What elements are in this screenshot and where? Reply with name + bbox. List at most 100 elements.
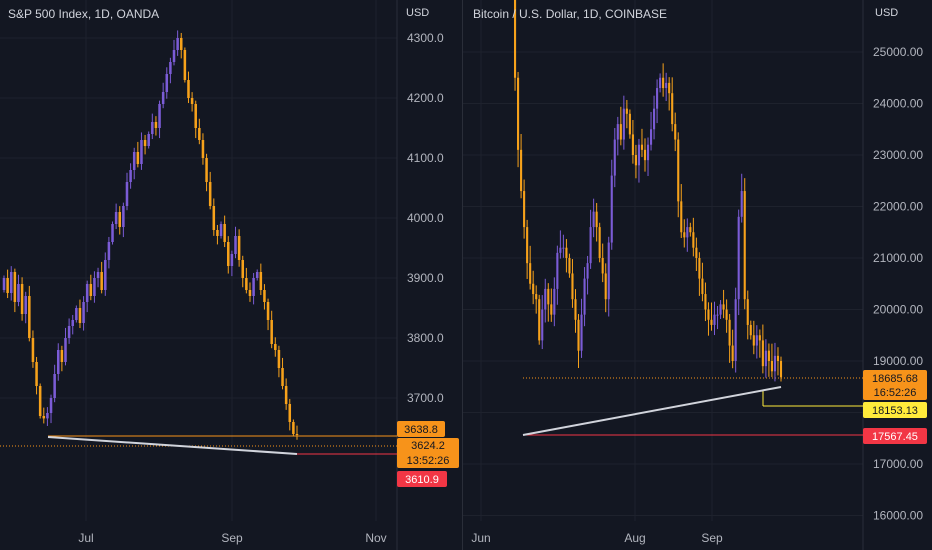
candle-body xyxy=(535,294,538,300)
candle-body xyxy=(637,144,641,166)
candle-body xyxy=(230,254,234,266)
candle-body xyxy=(60,350,64,362)
y-tick-label: 4000.0 xyxy=(407,211,444,225)
candle-body xyxy=(96,272,100,278)
candle-body xyxy=(577,319,580,351)
sp500-chart-svg[interactable]: 4300.0 4200.0 4100.0 4000.0 3900.0 3800.0 3700… xyxy=(0,0,463,550)
candle-body xyxy=(165,74,169,92)
candle-body xyxy=(574,299,577,320)
candle-body xyxy=(114,212,118,224)
candle-body xyxy=(674,124,677,140)
candle-body xyxy=(692,232,695,248)
candle-body xyxy=(6,278,9,293)
candle-body xyxy=(622,108,625,140)
candle-body xyxy=(656,88,659,109)
candle-body xyxy=(143,140,147,146)
candle-body xyxy=(245,278,248,290)
candle-body xyxy=(677,139,680,202)
candle-body xyxy=(526,227,529,264)
candle-body xyxy=(710,319,713,325)
candle-body xyxy=(2,278,6,290)
candle-body xyxy=(728,319,731,346)
candle-body xyxy=(767,350,770,361)
candle-body xyxy=(625,108,628,114)
candle-body xyxy=(198,128,201,140)
price-label-low-bg xyxy=(863,428,927,444)
y-tick-label: 4100.0 xyxy=(407,151,444,165)
candle-body xyxy=(725,309,728,320)
candle-body xyxy=(734,299,737,361)
candle-body xyxy=(172,50,176,62)
candle-body xyxy=(665,82,668,89)
candle-body xyxy=(9,272,13,293)
candle-body xyxy=(187,80,190,98)
candle-body xyxy=(595,211,598,228)
y-tick-label: 4300.0 xyxy=(407,31,444,45)
candle-body xyxy=(689,227,692,233)
candle-body xyxy=(176,38,179,50)
candle-body xyxy=(208,182,212,206)
candle-body xyxy=(169,62,172,74)
price-label-low: 17567.45 xyxy=(872,431,918,443)
candle-body xyxy=(78,308,82,323)
candle-body xyxy=(580,314,583,351)
y-tick-label: 4200.0 xyxy=(407,91,444,105)
candle-body xyxy=(559,247,562,253)
candle-body xyxy=(46,413,49,419)
candle-body xyxy=(31,338,35,362)
candle-body xyxy=(277,350,281,368)
candle-body xyxy=(761,340,764,367)
candle-body xyxy=(194,104,197,128)
candle-body xyxy=(234,236,237,254)
price-label-low-bg xyxy=(397,471,447,487)
x-tick-label: Sep xyxy=(701,531,723,545)
candle-body xyxy=(64,338,67,362)
candle-body xyxy=(604,273,607,300)
price-label-support-bg xyxy=(863,402,927,418)
trendline xyxy=(47,436,298,455)
candle-body xyxy=(743,191,746,300)
price-label-current: 3624.2 xyxy=(411,440,445,452)
candle-body xyxy=(541,309,544,341)
price-label-support: 18153.13 xyxy=(872,405,918,417)
btc-chart-pane[interactable]: 25000.00 24000.00 23000.00 22000.00 21000.00… xyxy=(463,0,932,550)
candle-body xyxy=(17,284,20,302)
candle-body xyxy=(158,104,161,128)
candle-body xyxy=(523,191,526,228)
candle-body xyxy=(749,324,752,336)
candle-body xyxy=(752,335,755,346)
x-tick-label: Sep xyxy=(221,531,243,545)
candle-body xyxy=(284,386,288,404)
candle-body xyxy=(248,290,252,296)
candle-body xyxy=(201,140,205,158)
candle-body xyxy=(686,227,689,238)
candle-body xyxy=(71,320,74,326)
candle-body xyxy=(161,92,165,104)
btc-chart-svg[interactable]: 25000.00 24000.00 23000.00 22000.00 21000.00… xyxy=(463,0,932,550)
candle-body xyxy=(183,50,187,80)
price-label-low: 3610.9 xyxy=(405,474,439,486)
pane-divider[interactable] xyxy=(462,0,463,550)
candle-body xyxy=(701,278,704,295)
x-tick-label: Aug xyxy=(624,531,645,545)
candle-body xyxy=(592,211,595,228)
price-label-last-bg xyxy=(397,421,445,437)
candle-body xyxy=(601,258,604,274)
candle-body xyxy=(562,247,565,249)
candle-body xyxy=(216,230,219,236)
candle-body xyxy=(631,134,634,155)
candle-body xyxy=(719,304,722,315)
candle-body xyxy=(38,386,42,416)
candle-body xyxy=(680,201,683,233)
y-tick-label: 23000.00 xyxy=(873,148,923,162)
btc-chart-title: Bitcoin / U.S. Dollar, 1D, COINBASE xyxy=(473,7,668,21)
candle-body xyxy=(616,124,619,140)
candle-body xyxy=(613,139,616,176)
x-tick-label: Jul xyxy=(78,531,93,545)
candle-body xyxy=(659,77,662,89)
candle-body xyxy=(274,344,277,350)
candle-body xyxy=(118,212,122,227)
candle-body xyxy=(704,294,707,310)
y-tick-label: 16000.00 xyxy=(873,509,923,523)
sp500-chart-pane[interactable]: 4300.0 4200.0 4100.0 4000.0 3900.0 3800.0 3700… xyxy=(0,0,463,550)
